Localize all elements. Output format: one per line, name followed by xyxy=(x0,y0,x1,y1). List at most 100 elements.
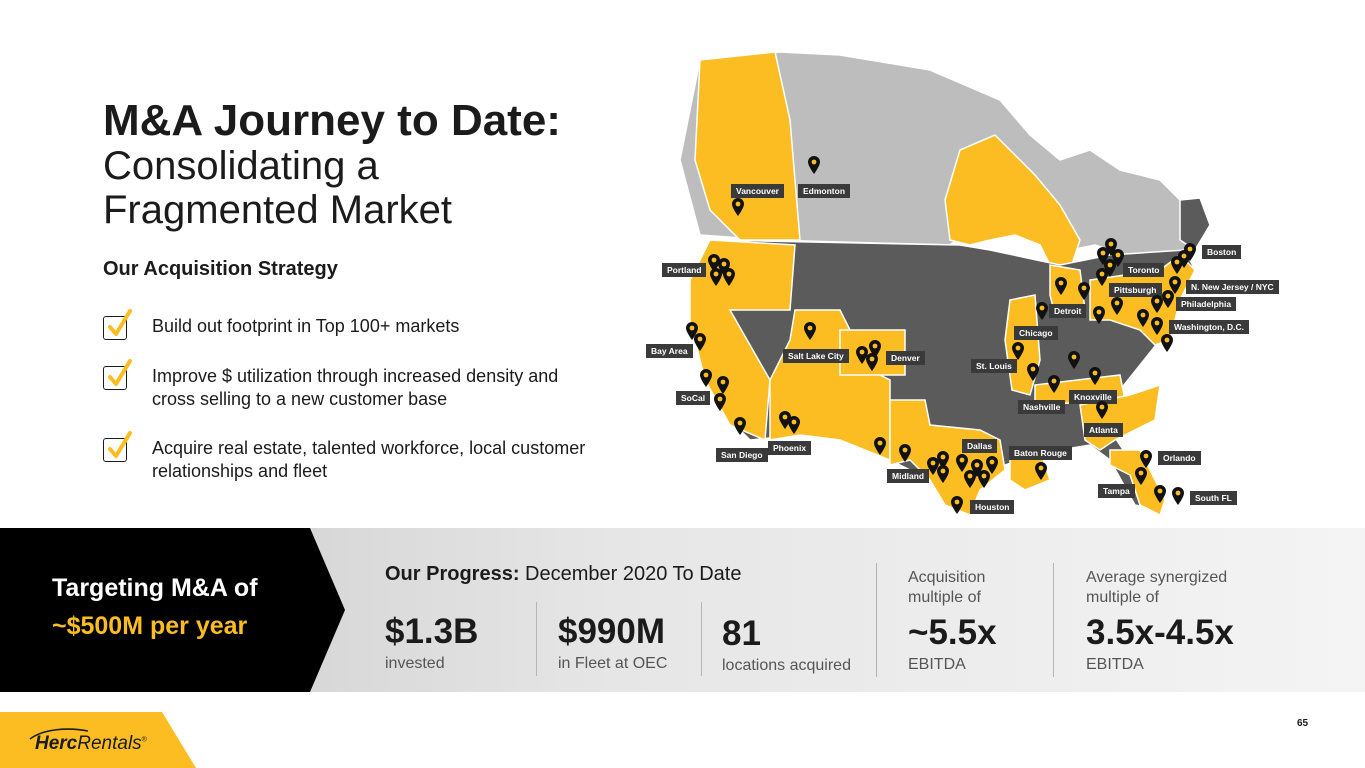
city-label-detroit: Detroit xyxy=(1049,304,1087,318)
location-pin-icon xyxy=(1171,256,1183,274)
synergized-pre-1: Average synergized xyxy=(1086,569,1228,586)
strategy-heading: Our Acquisition Strategy xyxy=(103,258,338,280)
location-pin-icon xyxy=(694,333,706,351)
location-pin-icon xyxy=(723,268,735,286)
divider xyxy=(1053,563,1054,677)
maine-region xyxy=(1179,197,1211,252)
city-label-salt-lake-city: Salt Lake City xyxy=(783,349,849,363)
west-coast-region xyxy=(689,239,796,442)
checkmark-icon xyxy=(103,309,132,340)
location-pin-icon xyxy=(1154,485,1166,503)
location-pin-icon xyxy=(710,268,722,286)
acquisition-pre-2: multiple of xyxy=(908,589,981,606)
checkmark-icon xyxy=(103,431,132,462)
herc-rentals-logo: HercRentals® xyxy=(35,733,147,755)
location-pin-icon xyxy=(1162,290,1174,308)
location-pin-icon xyxy=(1096,268,1108,286)
city-label-houston: Houston xyxy=(970,500,1015,514)
city-label-atlanta: Atlanta xyxy=(1084,423,1123,437)
location-pin-icon xyxy=(937,451,949,469)
city-label-socal: SoCal xyxy=(676,391,711,405)
city-label-edmonton: Edmonton xyxy=(798,184,851,198)
stat-invested-label: invested xyxy=(385,655,445,672)
location-pin-icon xyxy=(1096,401,1108,419)
location-pin-icon xyxy=(1137,309,1149,327)
location-pin-icon xyxy=(1140,450,1152,468)
target-line-2: ~$500M per year xyxy=(52,612,248,640)
synergized-value: 3.5x-4.5x xyxy=(1086,613,1234,652)
city-label-tampa: Tampa xyxy=(1098,484,1135,498)
location-pin-icon xyxy=(714,393,726,411)
location-pin-icon xyxy=(686,322,698,340)
location-pin-icon xyxy=(1111,297,1123,315)
location-pin-icon xyxy=(788,416,800,434)
city-label-nyc: N. New Jersey / NYC xyxy=(1186,280,1279,294)
city-label-knoxville: Knoxville xyxy=(1069,390,1117,404)
city-label-st-louis: St. Louis xyxy=(971,359,1017,373)
title-line-1: M&A Journey to Date: xyxy=(103,96,561,145)
logo-bold: Herc xyxy=(35,733,78,754)
city-label-midland: Midland xyxy=(887,469,930,483)
location-pin-icon xyxy=(734,417,746,435)
location-pin-icon xyxy=(964,470,976,488)
checkmark-icon xyxy=(103,359,132,390)
logo-rest: Rentals xyxy=(77,733,142,754)
strategy-item: Acquire real estate, talented workforce,… xyxy=(103,431,603,488)
stat-locations-label: locations acquired xyxy=(722,657,851,674)
strategy-item-text: Build out footprint in Top 100+ markets xyxy=(152,316,460,336)
progress-title: Our Progress: December 2020 To Date xyxy=(385,563,741,586)
city-label-dallas: Dallas xyxy=(962,439,998,453)
strategy-item: Improve $ utilization through increased … xyxy=(103,359,603,416)
logo-swoosh-icon xyxy=(29,728,89,740)
location-pin-icon xyxy=(708,254,720,272)
city-label-toronto: Toronto xyxy=(1123,263,1165,277)
location-pin-icon xyxy=(866,353,878,371)
location-pin-icon xyxy=(1027,363,1039,381)
location-pin-icon xyxy=(732,198,744,216)
title-line-3: Fragmented Market xyxy=(103,188,453,232)
location-pin-icon xyxy=(978,470,990,488)
title-line-2: Consolidating a xyxy=(103,144,379,188)
target-line-1: Targeting M&A of xyxy=(52,574,258,602)
location-pin-icon xyxy=(1035,462,1047,480)
logo-registered-mark: ® xyxy=(141,736,147,744)
location-pin-icon xyxy=(1172,487,1184,505)
ontario-region xyxy=(944,134,1081,271)
location-pin-icon xyxy=(717,376,729,394)
city-label-phoenix: Phoenix xyxy=(768,441,812,455)
strategy-item-text: Improve $ utilization through increased … xyxy=(152,366,559,409)
page-title: M&A Journey to Date: Consolidating a Fra… xyxy=(103,96,623,233)
progress-title-bold: Our Progress: xyxy=(385,563,520,585)
location-pin-icon xyxy=(986,456,998,474)
location-pin-icon xyxy=(1151,317,1163,335)
divider xyxy=(536,602,537,676)
logo-bar xyxy=(0,712,196,768)
location-pin-icon xyxy=(1089,367,1101,385)
location-pin-icon xyxy=(1097,247,1109,265)
target-box xyxy=(0,528,345,692)
city-label-bay-area: Bay Area xyxy=(646,344,693,358)
location-pin-icon xyxy=(1055,277,1067,295)
location-pin-icon xyxy=(1078,282,1090,300)
stat-locations-value: 81 xyxy=(722,614,761,653)
divider xyxy=(876,563,877,677)
stat-fleet-value: $990M xyxy=(558,612,666,651)
city-label-san-diego: San Diego xyxy=(716,448,768,462)
location-pin-icon xyxy=(1169,276,1181,294)
city-label-orlando: Orlando xyxy=(1158,451,1201,465)
location-pin-icon xyxy=(1012,342,1024,360)
city-label-boston: Boston xyxy=(1202,245,1242,259)
location-pin-icon xyxy=(951,496,963,514)
stat-invested-value: $1.3B xyxy=(385,612,479,651)
acquisition-value: ~5.5x xyxy=(908,613,997,652)
city-label-nashville: Nashville xyxy=(1018,400,1066,414)
synergized-pre-2: multiple of xyxy=(1086,589,1159,606)
location-pin-icon xyxy=(1161,334,1173,352)
location-pin-icon xyxy=(700,369,712,387)
location-pin-icon xyxy=(779,411,791,429)
location-pin-icon xyxy=(808,156,820,174)
location-pin-icon xyxy=(927,457,939,475)
location-pin-icon xyxy=(937,465,949,483)
location-pin-icon xyxy=(804,322,816,340)
location-pin-icon xyxy=(1135,467,1147,485)
